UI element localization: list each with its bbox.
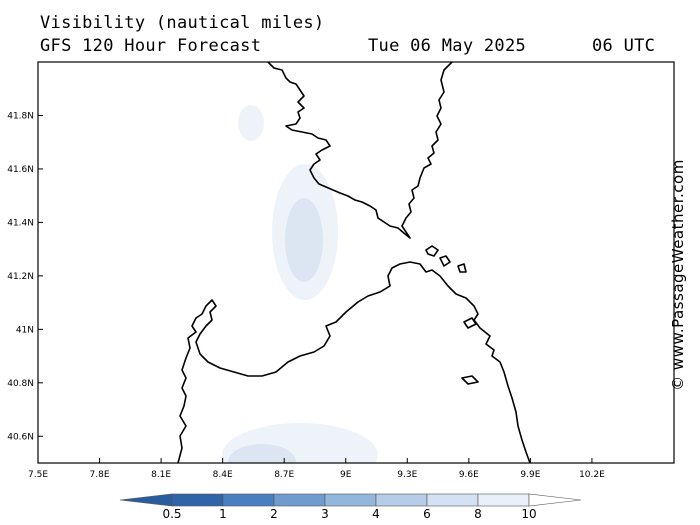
- legend-low-arrow: [119, 493, 173, 507]
- lat-tick-label: 40.8N: [7, 379, 34, 389]
- visibility-patch-north: [238, 105, 264, 141]
- visibility-patch-central-inner: [285, 198, 323, 282]
- legend-label: 4: [372, 507, 380, 521]
- lon-tick-label: 9.9E: [520, 470, 540, 480]
- model-forecast-label: GFS 120 Hour Forecast: [40, 36, 262, 56]
- legend-label: 2: [270, 507, 278, 521]
- legend-label: 8: [474, 507, 482, 521]
- lon-tick-label: 9E: [340, 470, 352, 480]
- legend-label: 1: [219, 507, 227, 521]
- island-small-2: [461, 375, 479, 385]
- lon-tick-label: 8.7E: [274, 470, 294, 480]
- legend-label: 3: [321, 507, 329, 521]
- chart-title: Visibility (nautical miles): [40, 13, 325, 33]
- island-caprera: [439, 255, 451, 267]
- lon-tick-label: 7.8E: [90, 470, 110, 480]
- legend-swatch: [273, 493, 326, 507]
- watermark: © www.PassageWeather.com: [669, 159, 687, 391]
- island-small-1: [457, 263, 467, 273]
- lat-tick-label: 41N: [16, 325, 34, 335]
- map-frame: [37, 61, 675, 464]
- lon-tick-label: 9.6E: [459, 470, 479, 480]
- lat-tick-label: 41.2N: [7, 272, 34, 282]
- island-maddalena: [425, 245, 439, 257]
- island-tavolara: [463, 317, 477, 329]
- legend-swatch: [222, 493, 275, 507]
- sardinia-coastline: [177, 261, 531, 463]
- legend-swatch: [375, 493, 428, 507]
- latitude-axis: 41.8N 41.6N 41.4N 41.2N 41N 40.8N 40.6N: [7, 111, 43, 442]
- lat-tick-label: 40.6N: [7, 432, 34, 442]
- forecast-date: Tue 06 May 2025: [368, 36, 527, 56]
- lon-tick-label: 8.4E: [213, 470, 233, 480]
- legend-high-arrow: [528, 493, 582, 507]
- legend-label: 10: [521, 507, 536, 521]
- legend-swatch: [426, 493, 479, 507]
- lon-tick-label: 7.5E: [28, 470, 48, 480]
- legend-swatch: [477, 493, 530, 507]
- legend-label: 6: [423, 507, 431, 521]
- legend-swatch: [171, 493, 224, 507]
- corsica-coastline: [267, 62, 453, 239]
- longitude-axis: 7.5E 7.8E 8.1E 8.4E 8.7E 9E 9.3E 9.6E 9.9E 10.2E: [28, 458, 605, 480]
- lon-tick-label: 8.1E: [151, 470, 171, 480]
- legend-swatch: [324, 493, 377, 507]
- lon-tick-label: 9.3E: [397, 470, 417, 480]
- map-area[interactable]: [38, 62, 674, 487]
- legend-label: 0.5: [162, 507, 181, 521]
- visibility-legend: 0.5 1 2 3 4 6 8 10: [119, 493, 582, 521]
- lat-tick-label: 41.8N: [7, 111, 34, 121]
- lat-tick-label: 41.6N: [7, 165, 34, 175]
- lat-tick-label: 41.4N: [7, 218, 34, 228]
- lon-tick-label: 10.2E: [579, 470, 605, 480]
- visibility-patch-south-inner: [228, 444, 296, 463]
- forecast-time: 06 UTC: [592, 36, 656, 56]
